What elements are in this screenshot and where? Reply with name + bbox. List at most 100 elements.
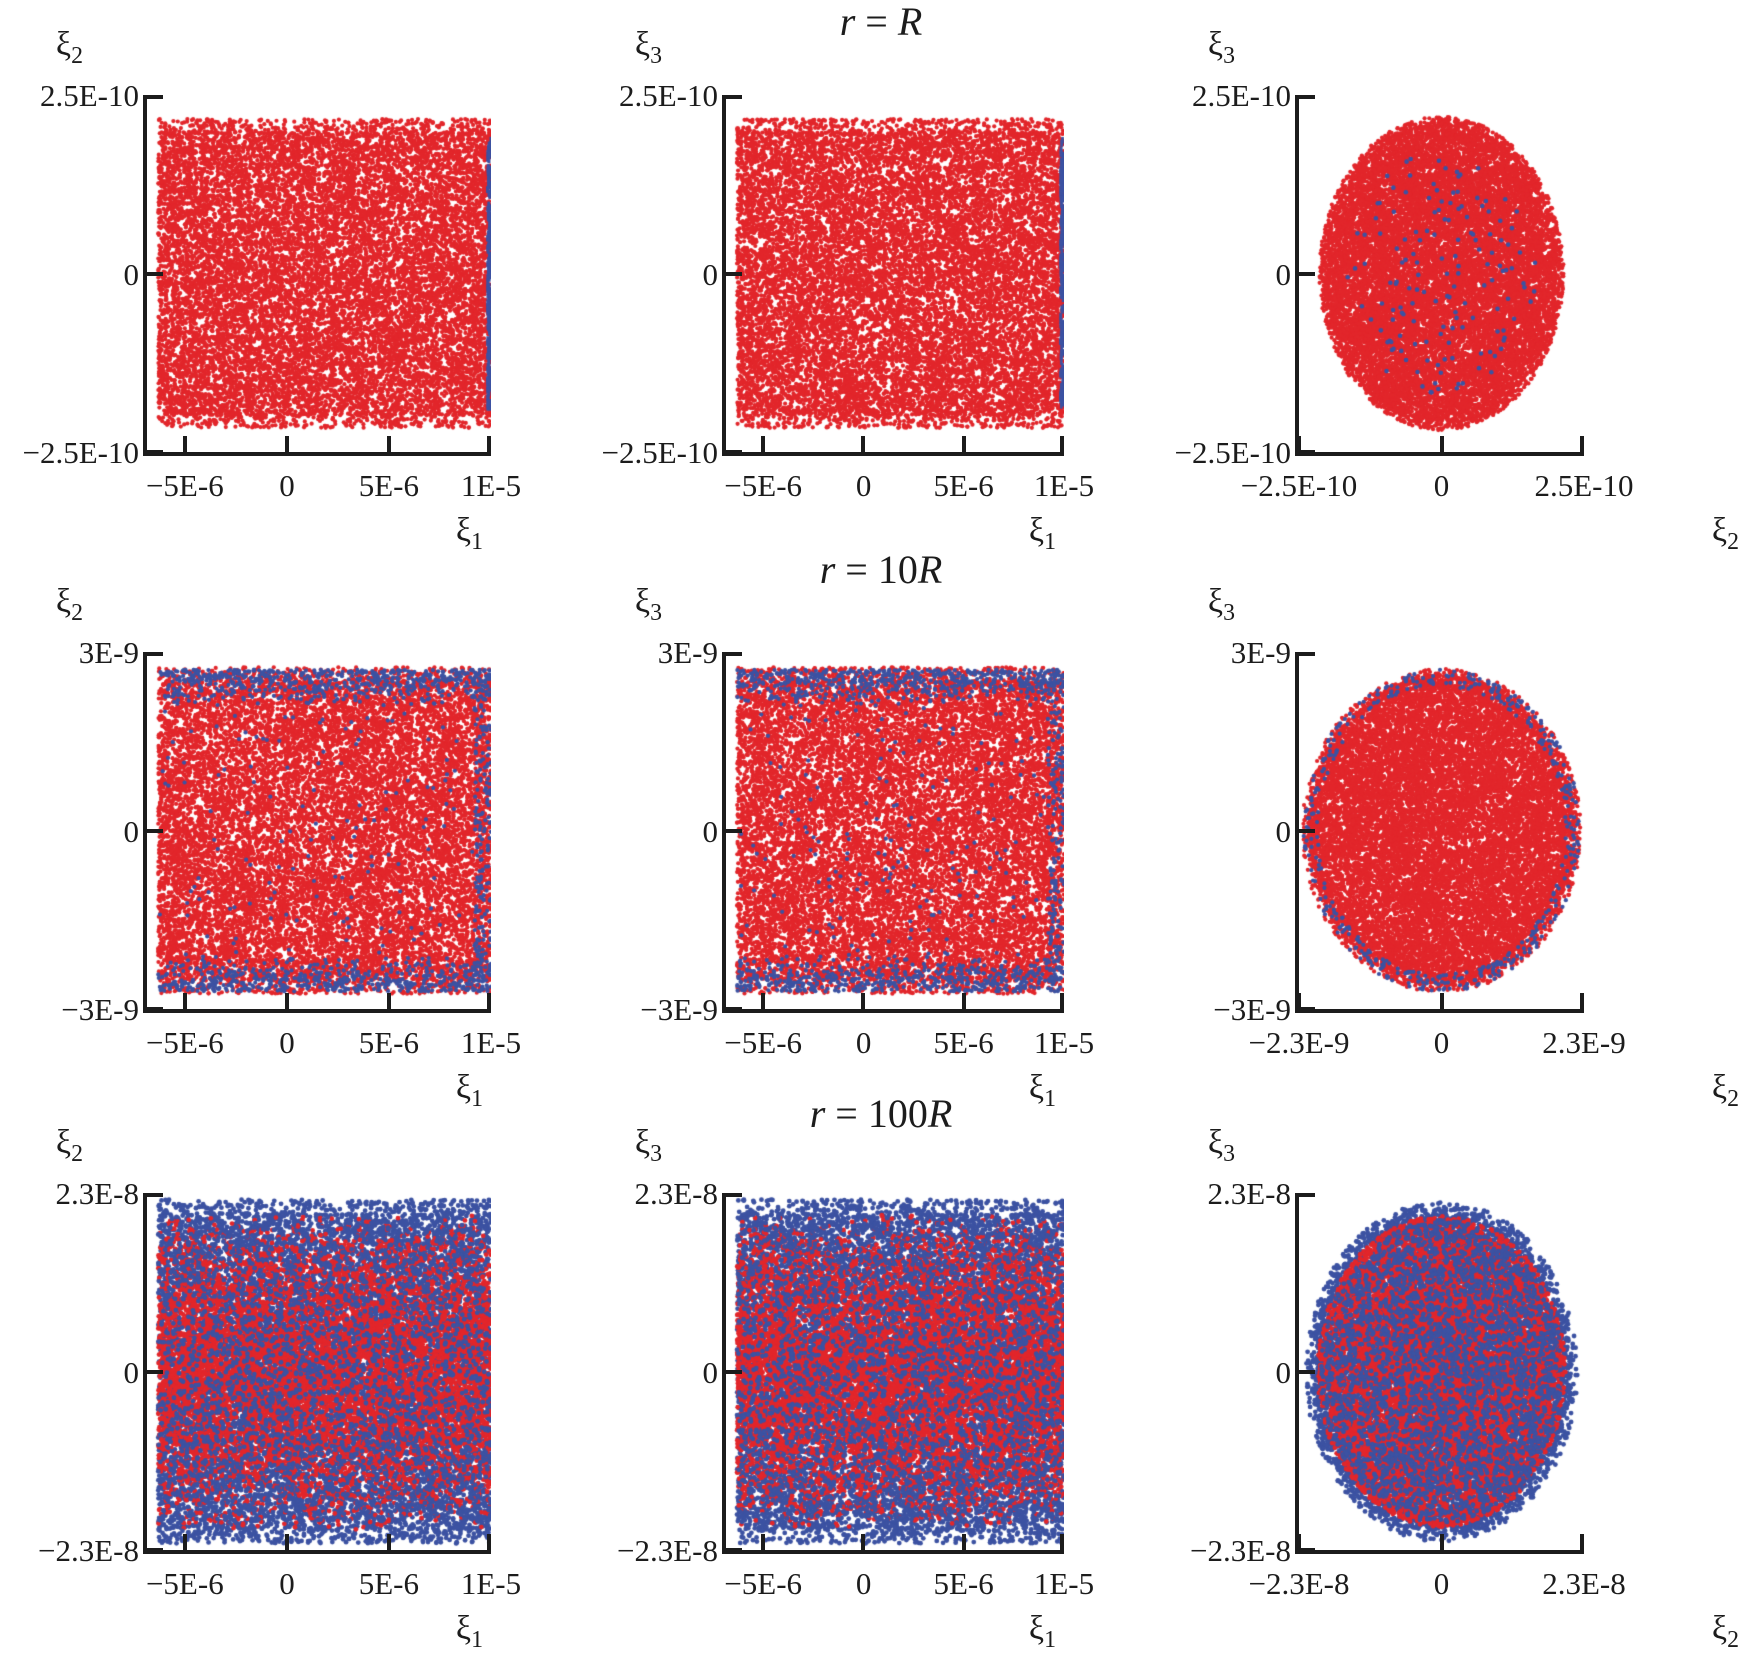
x-tick-label: 2.3E-9 <box>1542 1025 1626 1060</box>
tick-mark <box>284 993 289 1009</box>
tick-mark <box>726 271 742 276</box>
tick-mark <box>182 993 187 1009</box>
scatter-canvas <box>726 652 1064 1009</box>
axis-label-sub: 2 <box>1727 528 1739 555</box>
x-tick-label: 0 <box>855 468 872 503</box>
scatter-canvas <box>726 1193 1064 1550</box>
tick-mark <box>1297 993 1301 1009</box>
tick-mark <box>1580 993 1584 1009</box>
tick-mark <box>147 271 163 276</box>
scatter-canvas <box>726 95 1064 452</box>
y-tick-label-zero: 0 <box>702 813 719 849</box>
y-tick-label-max: 2.5E-10 <box>1191 78 1291 113</box>
y-tick-label-zero: 0 <box>1275 256 1292 292</box>
tick-mark <box>726 1369 742 1374</box>
y-tick-label-max: 3E-9 <box>657 635 718 670</box>
tick-mark <box>726 652 742 656</box>
axis-label-text: ξ <box>55 583 72 621</box>
axis-label-text: ξ <box>634 26 651 64</box>
axis-label-sub: 2 <box>71 1141 83 1168</box>
axis-label-sub: 2 <box>71 600 83 627</box>
subplot-r3c3: ξ3 2.3E-8 0 −2.3E-8 −2.3E-8 0 2.3E-8 ξ2 <box>1190 1126 1739 1652</box>
y-tick-label-max: 3E-9 <box>1230 635 1291 670</box>
axis-label-text: ξ <box>55 26 72 64</box>
y-tick-label-zero: 0 <box>123 1354 140 1390</box>
axis-label-sub: 1 <box>1044 1085 1056 1112</box>
y-tick-label-max: 2.3E-8 <box>1207 1176 1291 1211</box>
x-tick-label: −5E-6 <box>145 1566 224 1601</box>
scatter-canvas <box>147 1193 491 1550</box>
x-tick-label: 0 <box>1433 468 1450 503</box>
tick-mark <box>1060 1534 1064 1550</box>
subplot-r2c3: ξ3 3E-9 0 −3E-9 −2.3E-9 0 2.3E-9 ξ2 <box>1208 585 1739 1111</box>
row-title-text: 10 <box>877 547 918 592</box>
axis-label-text: ξ <box>1028 512 1045 549</box>
axis-label-text: ξ <box>1711 1610 1728 1647</box>
subplot-r1c3: ξ3 2.5E-10 0 −2.5E-10 −2.5E-10 0 2.5E-10… <box>1175 28 1740 554</box>
x-tick-label: 0 <box>279 468 295 503</box>
tick-mark <box>861 436 866 452</box>
row-title-2: r = 10R <box>0 548 1762 592</box>
y-tick-label-max: 3E-9 <box>78 635 139 670</box>
tick-mark <box>182 1534 187 1550</box>
scatter-canvas <box>1299 95 1584 452</box>
axis-label-text: ξ <box>55 1124 72 1162</box>
scatter-canvas <box>1299 1193 1584 1550</box>
tick-mark <box>1299 1369 1315 1374</box>
x-tick-label: 1E-5 <box>1033 1566 1095 1601</box>
y-tick-label-min: −2.5E-10 <box>601 435 719 470</box>
row-title-text: r <box>809 1091 826 1136</box>
scatter-canvas <box>147 652 491 1009</box>
x-tick-label: 5E-6 <box>933 1566 994 1601</box>
y-tick-label-max: 2.5E-10 <box>618 78 718 113</box>
tick-mark <box>1299 1193 1315 1197</box>
tick-mark <box>1299 450 1315 454</box>
tick-mark <box>961 993 966 1009</box>
x-tick-label: 5E-6 <box>358 1025 419 1060</box>
y-tick-label-zero: 0 <box>1275 813 1292 849</box>
y-tick-label-min: −2.3E-8 <box>38 1533 139 1568</box>
y-axis-label: ξ3 <box>1208 585 1235 626</box>
tick-mark <box>861 1534 866 1550</box>
tick-mark <box>961 1534 966 1550</box>
x-tick-label: 2.5E-10 <box>1534 468 1634 503</box>
tick-mark <box>182 436 187 452</box>
y-tick-label-min: −3E-9 <box>640 992 718 1027</box>
x-axis-label: ξ1 <box>456 1071 483 1112</box>
tick-mark <box>1299 271 1315 276</box>
x-tick-label: 1E-5 <box>460 1566 522 1601</box>
row-title-text: = <box>855 0 898 44</box>
x-tick-label: 5E-6 <box>358 468 419 503</box>
y-axis-label: ξ3 <box>1208 1126 1235 1167</box>
y-tick-label-max: 2.5E-10 <box>39 78 139 113</box>
axis-label-sub: 3 <box>650 43 662 70</box>
x-tick-label: 5E-6 <box>933 1025 994 1060</box>
x-tick-label: −5E-6 <box>724 1025 803 1060</box>
tick-mark <box>147 1193 163 1197</box>
tick-mark <box>147 95 163 99</box>
x-axis-label: ξ1 <box>1029 1071 1056 1112</box>
tick-mark <box>726 1193 742 1197</box>
axis-label-sub: 1 <box>1044 528 1056 555</box>
x-tick-label: −5E-6 <box>145 1025 224 1060</box>
row-title-text: 100 <box>867 1091 928 1136</box>
tick-mark <box>487 1534 491 1550</box>
tick-mark <box>726 1007 742 1011</box>
x-tick-label: 0 <box>855 1025 872 1060</box>
tick-mark <box>726 1548 742 1552</box>
tick-mark <box>1297 436 1301 452</box>
y-axis-label: ξ3 <box>635 1126 662 1167</box>
tick-mark <box>1299 652 1315 656</box>
tick-mark <box>147 828 163 833</box>
x-tick-label: −2.3E-9 <box>1248 1025 1350 1060</box>
x-tick-label: −2.5E-10 <box>1240 468 1358 503</box>
x-axis-label: ξ2 <box>1712 1612 1739 1653</box>
row-title-text: r <box>839 0 856 44</box>
axis-label-text: ξ <box>1028 1610 1045 1647</box>
tick-mark <box>386 993 391 1009</box>
axis-label-text: ξ <box>634 1124 651 1162</box>
y-axis-label: ξ2 <box>56 1126 83 1167</box>
row-title-text: = <box>835 547 878 592</box>
row-title-text: R <box>917 547 943 592</box>
tick-mark <box>761 1534 766 1550</box>
